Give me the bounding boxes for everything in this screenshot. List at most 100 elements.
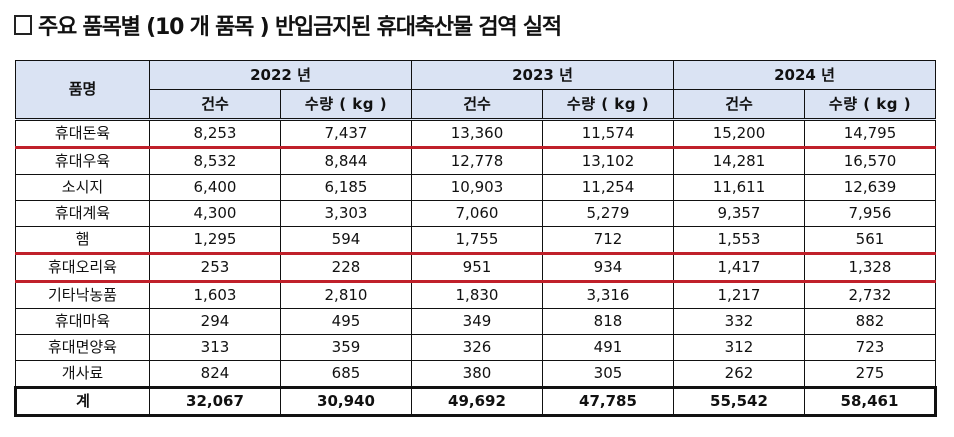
cell: 332 [673, 308, 805, 335]
cell: 7,060 [411, 200, 543, 227]
header-count: 건수 [673, 89, 805, 121]
cell: 824 [149, 360, 281, 388]
table-row: 소시지 6,400 6,185 10,903 11,254 11,611 12,… [15, 174, 936, 201]
cell: 8,532 [149, 147, 281, 175]
item-name: 기타낙농품 [15, 281, 150, 309]
cell: 14,795 [804, 119, 936, 149]
cell: 934 [542, 253, 674, 283]
cell: 13,360 [411, 119, 543, 149]
cell: 491 [542, 334, 674, 361]
item-name: 휴대마육 [15, 308, 150, 335]
cell: 723 [804, 334, 936, 361]
cell: 7,956 [804, 200, 936, 227]
cell: 1,603 [149, 281, 281, 309]
cell: 7,437 [280, 119, 412, 149]
header-quantity-kg: 수량 ( kg ) [280, 89, 412, 121]
item-name: 휴대돈육 [15, 119, 150, 149]
cell: 15,200 [673, 119, 805, 149]
table-row: 휴대우육 8,532 8,844 12,778 13,102 14,281 16… [15, 147, 936, 175]
item-name: 휴대계육 [15, 200, 150, 227]
cell: 1,553 [673, 226, 805, 255]
cell: 380 [411, 360, 543, 388]
cell: 228 [280, 253, 412, 283]
cell: 10,903 [411, 174, 543, 201]
item-name: 휴대오리육 [15, 253, 150, 283]
cell: 2,810 [280, 281, 412, 309]
table-row: 휴대계육 4,300 3,303 7,060 5,279 9,357 7,956 [15, 200, 936, 227]
cell: 14,281 [673, 147, 805, 175]
cell: 6,400 [149, 174, 281, 201]
cell: 882 [804, 308, 936, 335]
cell: 1,417 [673, 253, 805, 283]
cell: 712 [542, 226, 674, 255]
table-row: 휴대마육 294 495 349 818 332 882 [15, 308, 936, 335]
header-quantity-kg: 수량 ( kg ) [542, 89, 674, 121]
total-cell: 30,940 [280, 386, 412, 417]
cell: 262 [673, 360, 805, 388]
table-row: 휴대오리육 253 228 951 934 1,417 1,328 [15, 253, 936, 283]
cell: 5,279 [542, 200, 674, 227]
total-row: 계 32,067 30,940 49,692 47,785 55,542 58,… [14, 386, 937, 417]
header-year-2024: 2024 년 [673, 60, 936, 90]
cell: 11,574 [542, 119, 674, 149]
total-cell: 49,692 [411, 386, 543, 417]
header-count: 건수 [411, 89, 543, 121]
table-row: 개사료 824 685 380 305 262 275 [15, 360, 936, 388]
item-name: 개사료 [15, 360, 150, 388]
total-cell: 47,785 [542, 386, 674, 417]
quarantine-results-table: 품명 2022 년 2023 년 2024 년 건수 수량 ( kg ) 건수 … [14, 60, 937, 417]
total-cell: 55,542 [673, 386, 805, 417]
table-row: 햄 1,295 594 1,755 712 1,553 561 [15, 226, 936, 255]
cell: 6,185 [280, 174, 412, 201]
cell: 12,778 [411, 147, 543, 175]
cell: 1,295 [149, 226, 281, 255]
cell: 3,316 [542, 281, 674, 309]
cell: 326 [411, 334, 543, 361]
cell: 951 [411, 253, 543, 283]
title-text: 주요 품목별 (10 개 품목 ) 반입금지된 휴대축산물 검역 실적 [38, 15, 562, 40]
cell: 253 [149, 253, 281, 283]
table-row: 휴대면양육 313 359 326 491 312 723 [15, 334, 936, 361]
cell: 275 [804, 360, 936, 388]
cell: 12,639 [804, 174, 936, 201]
cell: 8,253 [149, 119, 281, 149]
cell: 2,732 [804, 281, 936, 309]
cell: 16,570 [804, 147, 936, 175]
item-name: 햄 [15, 226, 150, 255]
cell: 11,611 [673, 174, 805, 201]
cell: 594 [280, 226, 412, 255]
cell: 359 [280, 334, 412, 361]
table-row: 휴대돈육 8,253 7,437 13,360 11,574 15,200 14… [15, 119, 936, 149]
cell: 1,217 [673, 281, 805, 309]
cell: 1,830 [411, 281, 543, 309]
cell: 4,300 [149, 200, 281, 227]
cell: 561 [804, 226, 936, 255]
checkbox-square-icon [14, 15, 32, 35]
cell: 8,844 [280, 147, 412, 175]
cell: 1,328 [804, 253, 936, 283]
header-year-2023: 2023 년 [411, 60, 674, 90]
page-title: 주요 품목별 (10 개 품목 ) 반입금지된 휴대축산물 검역 실적 [14, 8, 562, 42]
item-name: 소시지 [15, 174, 150, 201]
header-quantity-kg: 수량 ( kg ) [804, 89, 936, 121]
cell: 13,102 [542, 147, 674, 175]
table-row: 기타낙농품 1,603 2,810 1,830 3,316 1,217 2,73… [15, 281, 936, 309]
cell: 312 [673, 334, 805, 361]
cell: 495 [280, 308, 412, 335]
cell: 818 [542, 308, 674, 335]
cell: 313 [149, 334, 281, 361]
cell: 685 [280, 360, 412, 388]
header-year-2022: 2022 년 [149, 60, 412, 90]
total-cell: 32,067 [149, 386, 281, 417]
cell: 294 [149, 308, 281, 335]
cell: 1,755 [411, 226, 543, 255]
header-item-name: 품명 [15, 60, 150, 121]
cell: 11,254 [542, 174, 674, 201]
cell: 3,303 [280, 200, 412, 227]
cell: 305 [542, 360, 674, 388]
item-name: 휴대우육 [15, 147, 150, 175]
total-cell: 58,461 [804, 386, 937, 417]
header-count: 건수 [149, 89, 281, 121]
item-name: 휴대면양육 [15, 334, 150, 361]
cell: 349 [411, 308, 543, 335]
